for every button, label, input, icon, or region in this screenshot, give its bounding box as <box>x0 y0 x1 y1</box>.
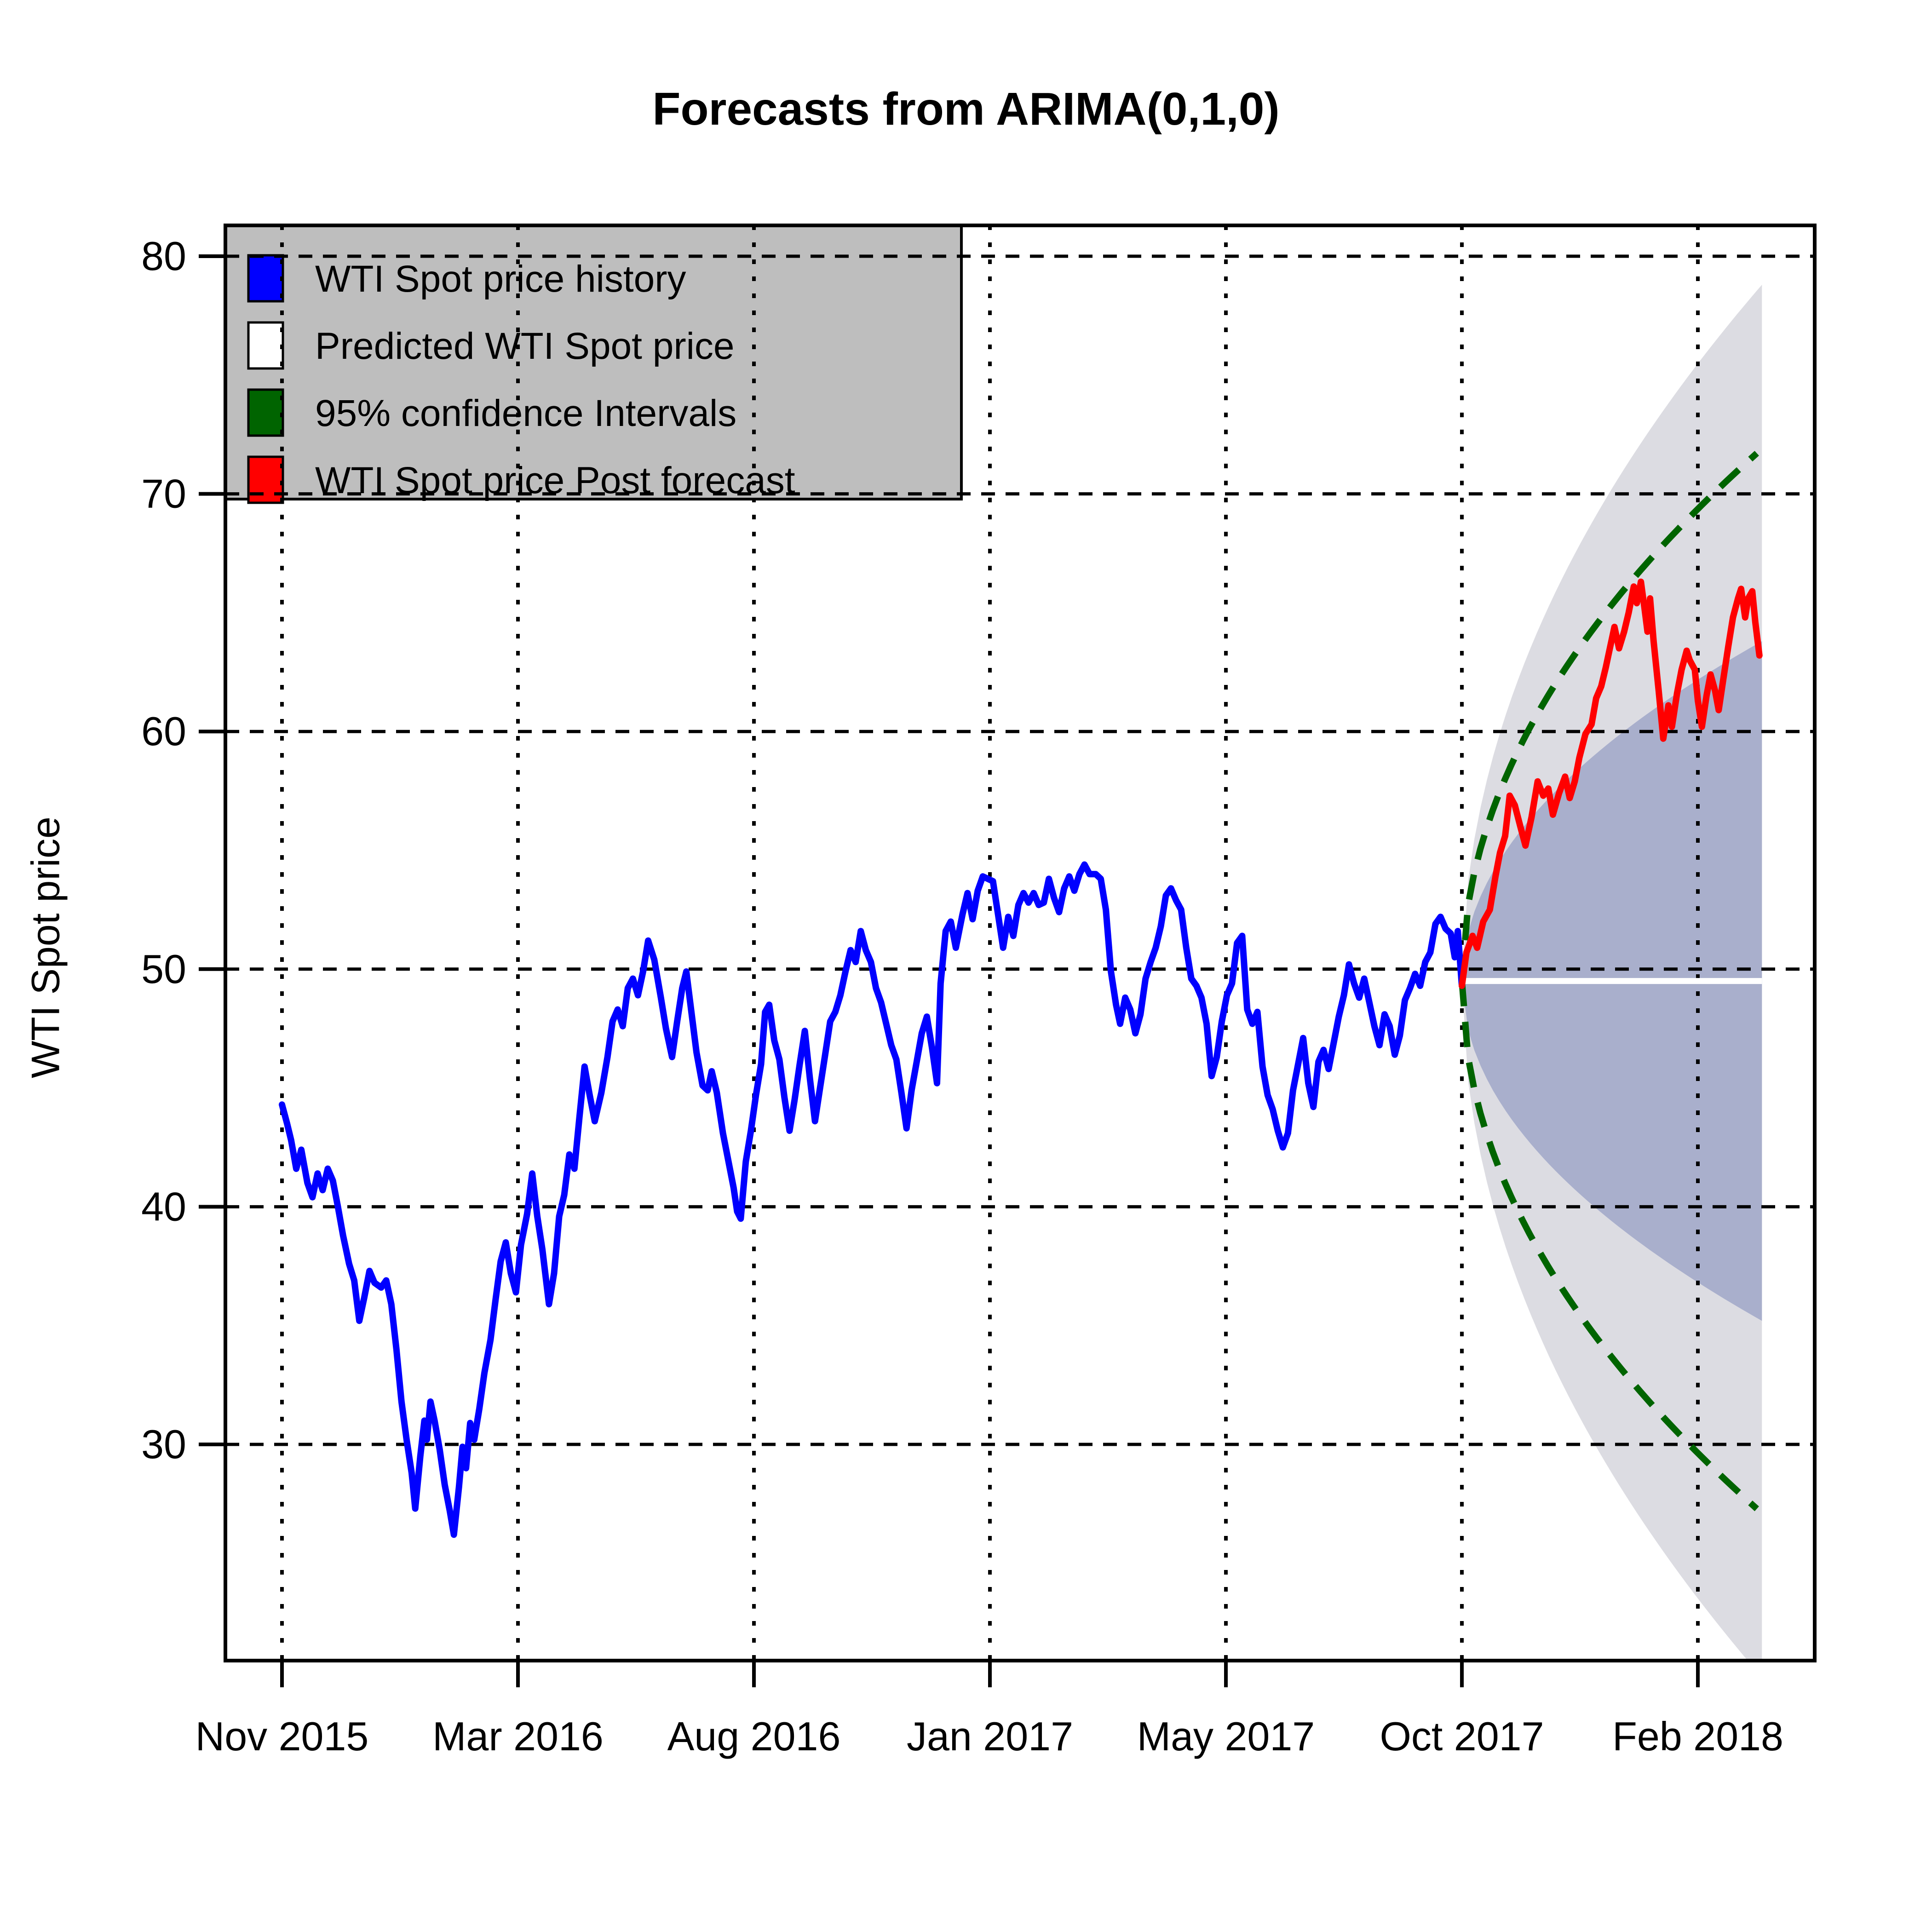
ci-95-lower-line <box>1459 981 1759 1512</box>
legend-swatch-4 <box>247 455 284 504</box>
y-tick-label-70: 70 <box>141 471 186 517</box>
legend-label-3: 95% confidence Intervals <box>315 392 736 434</box>
x-tick-label: Feb 2018 <box>1612 1714 1783 1759</box>
ci-95-upper-line <box>1459 451 1759 982</box>
chart-title: Forecasts from ARIMA(0,1,0) <box>652 83 1280 135</box>
x-tick-label: Nov 2015 <box>196 1714 369 1759</box>
post-forecast-line <box>1459 578 1763 989</box>
x-tick-label: Jan 2017 <box>907 1714 1073 1759</box>
legend-swatch-2 <box>247 321 284 370</box>
y-tick-label-60: 60 <box>141 708 186 754</box>
legend-swatch-3 <box>247 388 284 437</box>
x-tick-label: Mar 2016 <box>432 1714 604 1759</box>
plot-border <box>224 224 1817 1662</box>
legend-swatch-1 <box>247 254 284 303</box>
y-tick-label-30: 30 <box>141 1421 186 1467</box>
legend-label-1: WTI Spot price history <box>315 258 686 300</box>
x-tick-label: Oct 2017 <box>1380 1714 1544 1759</box>
legend-label-2: Predicted WTI Spot price <box>315 325 734 367</box>
y-tick-label-40: 40 <box>141 1184 186 1229</box>
y-tick-label-80: 80 <box>141 233 186 279</box>
legend-box <box>224 224 963 500</box>
x-tick-label: Aug 2016 <box>667 1714 841 1759</box>
history-line <box>279 861 1465 1538</box>
x-tick-label: May 2017 <box>1137 1714 1315 1759</box>
y-tick-label-50: 50 <box>141 946 186 992</box>
